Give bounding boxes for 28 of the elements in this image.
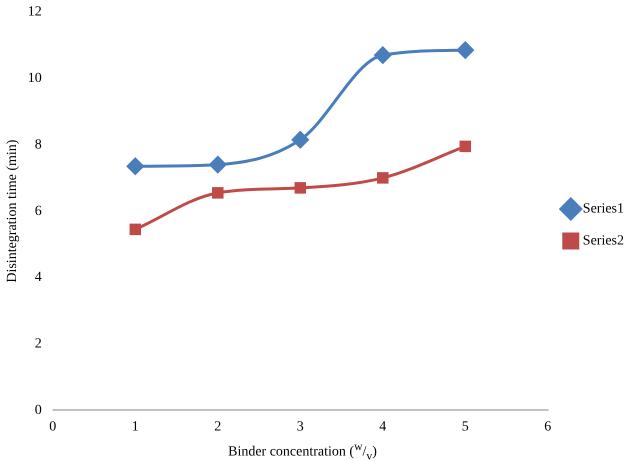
point xyxy=(292,131,309,148)
legend-label: Series1 xyxy=(582,202,624,217)
x-tick-label: 1 xyxy=(132,419,139,434)
y-tick-label: 6 xyxy=(34,204,42,219)
point xyxy=(377,172,389,184)
x-tick-label: 4 xyxy=(379,419,386,434)
point xyxy=(294,182,306,194)
y-tick-label: 2 xyxy=(34,336,42,352)
x-tick-label: 5 xyxy=(462,419,469,434)
legend-label: Series2 xyxy=(582,234,624,249)
y-tick-label: 0 xyxy=(34,402,42,418)
x-tick-label: 6 xyxy=(544,419,552,434)
x-tick-label: 0 xyxy=(49,419,56,434)
point xyxy=(209,156,226,174)
point xyxy=(374,46,392,64)
point xyxy=(126,158,144,175)
y-tick-label: 10 xyxy=(28,71,42,86)
y-tick-label: 12 xyxy=(28,4,42,20)
y-axis-title: Disintegration time (min) xyxy=(5,139,20,283)
x-tick-label: 3 xyxy=(296,419,304,434)
point xyxy=(212,187,224,199)
point xyxy=(130,224,142,236)
x-tick-label: 2 xyxy=(214,419,222,434)
x-axis-title: Binder concentration ($^{w}$/$_{v}$) xyxy=(227,440,378,461)
point xyxy=(460,140,472,152)
y-tick-label: 8 xyxy=(34,137,42,152)
y-tick-label: 4 xyxy=(34,270,42,286)
point xyxy=(456,42,474,59)
